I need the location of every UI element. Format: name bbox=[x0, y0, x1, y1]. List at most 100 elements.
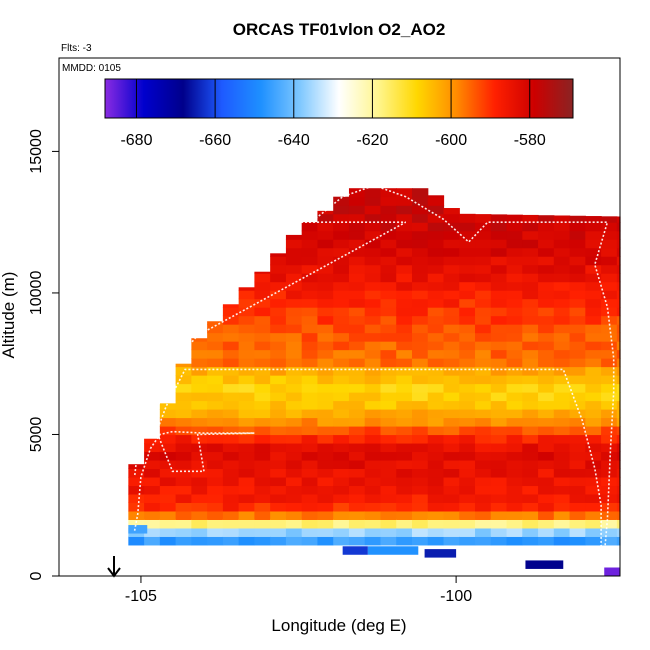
heatmap-cell bbox=[616, 451, 621, 461]
heatmap-cell bbox=[490, 476, 508, 487]
heatmap-cell bbox=[475, 425, 492, 436]
heatmap-cell bbox=[569, 485, 586, 495]
heatmap-cell bbox=[159, 485, 177, 495]
heatmap-cell bbox=[270, 366, 287, 376]
heatmap-cell bbox=[333, 281, 350, 291]
heatmap-cell bbox=[333, 349, 350, 359]
heatmap-cell bbox=[459, 358, 476, 368]
heatmap-cell bbox=[191, 338, 208, 342]
heatmap-cell bbox=[380, 536, 397, 546]
heatmap-cell bbox=[396, 451, 413, 461]
date-label: MMDD: 0105 bbox=[62, 63, 121, 74]
heatmap-cell bbox=[348, 290, 366, 300]
heatmap-cell bbox=[301, 536, 319, 546]
heatmap-cell bbox=[207, 527, 224, 537]
heatmap-cell bbox=[380, 256, 397, 266]
heatmap-cell bbox=[506, 315, 523, 325]
heatmap-cell bbox=[553, 392, 571, 402]
heatmap-cell bbox=[443, 408, 460, 419]
heatmap-cell bbox=[553, 307, 571, 317]
heatmap-cell bbox=[270, 417, 287, 427]
heatmap-cell bbox=[317, 264, 334, 274]
heatmap-cell bbox=[270, 434, 287, 444]
heatmap-cell bbox=[175, 493, 192, 503]
heatmap-cell bbox=[427, 222, 445, 232]
heatmap-cell bbox=[569, 324, 586, 334]
heatmap-cell bbox=[427, 392, 445, 402]
heatmap-cell bbox=[427, 442, 445, 453]
heatmap-cell bbox=[317, 400, 334, 410]
heatmap-cell bbox=[254, 459, 271, 470]
heatmap-cell bbox=[411, 476, 429, 487]
heatmap-cell bbox=[459, 408, 476, 419]
heatmap-cell bbox=[553, 536, 571, 546]
heatmap-cell bbox=[490, 510, 508, 520]
heatmap-cell bbox=[364, 366, 382, 376]
heatmap-cell bbox=[333, 442, 350, 453]
heatmap-cell bbox=[427, 400, 445, 410]
heatmap-cell bbox=[207, 324, 224, 334]
heatmap-cell bbox=[427, 375, 445, 385]
heatmap-cell bbox=[254, 451, 271, 461]
heatmap-cell bbox=[522, 476, 539, 487]
heatmap-cell bbox=[443, 383, 460, 393]
heatmap-cell bbox=[569, 247, 586, 257]
heatmap-cell bbox=[411, 196, 429, 206]
heatmap-cell bbox=[506, 510, 523, 520]
heatmap-cell bbox=[348, 230, 366, 240]
heatmap-cell bbox=[254, 493, 271, 503]
heatmap-cell bbox=[616, 332, 621, 342]
heatmap-cell bbox=[317, 468, 334, 478]
heatmap-cell bbox=[254, 527, 271, 537]
heatmap-cell bbox=[427, 315, 445, 325]
heatmap-cell bbox=[238, 510, 256, 520]
heatmap-cell bbox=[254, 273, 271, 283]
heatmap-cell bbox=[411, 485, 429, 495]
heatmap-cell bbox=[270, 451, 287, 461]
heatmap-cell bbox=[601, 408, 618, 419]
heatmap-cell bbox=[569, 366, 586, 376]
heatmap-cell bbox=[490, 247, 508, 257]
heatmap-cell bbox=[222, 307, 240, 317]
heatmap-cell bbox=[490, 239, 508, 249]
heatmap-cell bbox=[207, 485, 224, 495]
heatmap-cell bbox=[490, 358, 508, 368]
heatmap-cell bbox=[348, 222, 366, 232]
heatmap-cell bbox=[380, 519, 397, 529]
heatmap-cell bbox=[585, 375, 602, 385]
heatmap-cell bbox=[380, 451, 397, 461]
heatmap-cell bbox=[443, 366, 460, 376]
heatmap-cell bbox=[364, 442, 382, 453]
heatmap-cell bbox=[380, 213, 397, 223]
anomaly-cell bbox=[604, 567, 620, 576]
heatmap-cell bbox=[585, 332, 602, 342]
heatmap-cell bbox=[569, 264, 586, 274]
heatmap-cell bbox=[317, 332, 334, 342]
heatmap-cell bbox=[396, 383, 413, 393]
heatmap-cell bbox=[191, 400, 208, 410]
heatmap-cell bbox=[459, 273, 476, 283]
heatmap-cell bbox=[396, 307, 413, 317]
heatmap-cell bbox=[490, 417, 508, 427]
heatmap-cell bbox=[285, 358, 303, 368]
heatmap-cell bbox=[616, 358, 621, 368]
heatmap-cell bbox=[538, 527, 555, 537]
heatmap-cell bbox=[427, 324, 445, 334]
heatmap-cell bbox=[490, 502, 508, 512]
heatmap-cell bbox=[364, 468, 382, 478]
heatmap-cell bbox=[333, 408, 350, 419]
heatmap-cell bbox=[317, 290, 334, 300]
heatmap-cell bbox=[490, 392, 508, 402]
heatmap-cell bbox=[396, 324, 413, 334]
heatmap-cell bbox=[364, 400, 382, 410]
heatmap-cell bbox=[616, 307, 621, 317]
heatmap-cell bbox=[317, 222, 334, 232]
heatmap-cell bbox=[411, 213, 429, 223]
heatmap-cell bbox=[348, 298, 366, 308]
heatmap-cell bbox=[207, 476, 224, 487]
heatmap-cell bbox=[569, 417, 586, 427]
heatmap-cell bbox=[569, 375, 586, 385]
heatmap-cell bbox=[506, 281, 523, 291]
heatmap-cell bbox=[569, 273, 586, 283]
heatmap-cell bbox=[427, 502, 445, 512]
